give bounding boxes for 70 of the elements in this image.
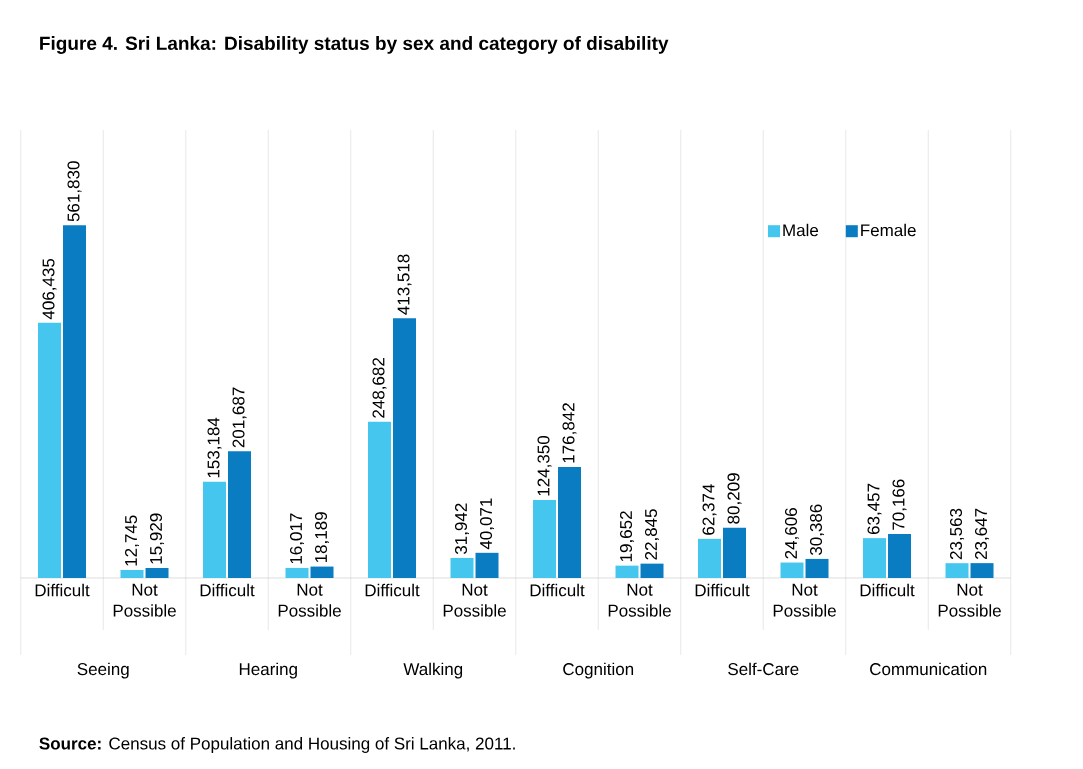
bar xyxy=(450,557,474,578)
data-label: 15,929 xyxy=(149,513,165,564)
x-tick-label: Difficult xyxy=(35,583,90,597)
bar xyxy=(615,565,639,578)
bar xyxy=(228,451,252,578)
bar xyxy=(145,567,169,578)
bar xyxy=(640,563,664,578)
bar xyxy=(120,569,144,578)
bar xyxy=(203,481,227,578)
bar xyxy=(368,421,392,578)
data-label: 31,942 xyxy=(454,503,470,555)
text: Walking xyxy=(403,662,463,679)
data-label: 16,017 xyxy=(289,513,305,564)
x-tick-label: Not Possible xyxy=(113,583,176,617)
bar xyxy=(558,466,582,578)
bar xyxy=(533,499,557,578)
data-label: 153,184 xyxy=(207,417,222,478)
data-label: 70,166 xyxy=(892,479,907,530)
bar xyxy=(38,322,62,578)
bar xyxy=(945,563,969,578)
bar xyxy=(780,562,804,578)
text: Source: Census of Population and Housing of Sri Lanka, 2011. xyxy=(39,737,515,753)
chart-title: Figure 4. Sri Lanka: Disability status by sex and category of disability xyxy=(40,36,669,54)
bar xyxy=(723,527,747,578)
bar xyxy=(393,318,417,578)
text: Seeing xyxy=(77,662,129,679)
data-label: 413,518 xyxy=(397,254,412,315)
data-label: 40,071 xyxy=(479,498,495,550)
data-label: 176,842 xyxy=(562,403,577,463)
data-label: 201,687 xyxy=(232,387,247,448)
x-tick-label: Difficult xyxy=(860,583,915,597)
legend-label: Female xyxy=(861,223,916,237)
bar xyxy=(475,552,499,578)
x-tick-label: Not Possible xyxy=(938,583,1001,617)
data-label: 19,652 xyxy=(619,511,635,562)
data-label: 80,209 xyxy=(727,473,742,524)
text: Hearing xyxy=(239,662,297,679)
bar xyxy=(698,538,722,578)
data-label: 248,682 xyxy=(372,358,387,418)
x-tick-label: Not Possible xyxy=(608,583,671,617)
data-label: 124,350 xyxy=(537,435,552,496)
x-tick-label: Difficult xyxy=(695,583,750,597)
bar xyxy=(63,225,87,578)
text: Communication xyxy=(870,662,987,676)
x-tick-label: Not Possible xyxy=(773,583,836,617)
data-label: 406,435 xyxy=(42,258,57,320)
text: Self-Care xyxy=(728,662,799,676)
data-label: 62,374 xyxy=(702,484,717,535)
bar xyxy=(888,533,912,578)
x-tick-label: Not Possible xyxy=(443,583,506,617)
bar xyxy=(805,558,829,578)
legend-label: Male xyxy=(783,223,819,237)
bar xyxy=(310,566,334,578)
data-label: 63,457 xyxy=(867,483,882,535)
data-label: 561,830 xyxy=(67,161,82,222)
x-tick-label: Difficult xyxy=(200,583,255,597)
data-label: 18,189 xyxy=(314,512,330,563)
x-tick-label: Not Possible xyxy=(278,583,341,617)
data-label: 12,745 xyxy=(124,515,140,566)
x-tick-label: Difficult xyxy=(530,583,585,597)
data-label: 23,647 xyxy=(974,508,990,560)
data-label: 30,386 xyxy=(809,504,825,556)
text: Cognition xyxy=(563,662,634,679)
data-label: 22,845 xyxy=(644,509,660,560)
bar xyxy=(863,538,887,578)
bar xyxy=(970,563,994,578)
data-label: 24,606 xyxy=(784,508,800,559)
data-label: 23,563 xyxy=(949,508,965,560)
bar xyxy=(285,567,309,578)
x-tick-label: Difficult xyxy=(365,583,420,597)
